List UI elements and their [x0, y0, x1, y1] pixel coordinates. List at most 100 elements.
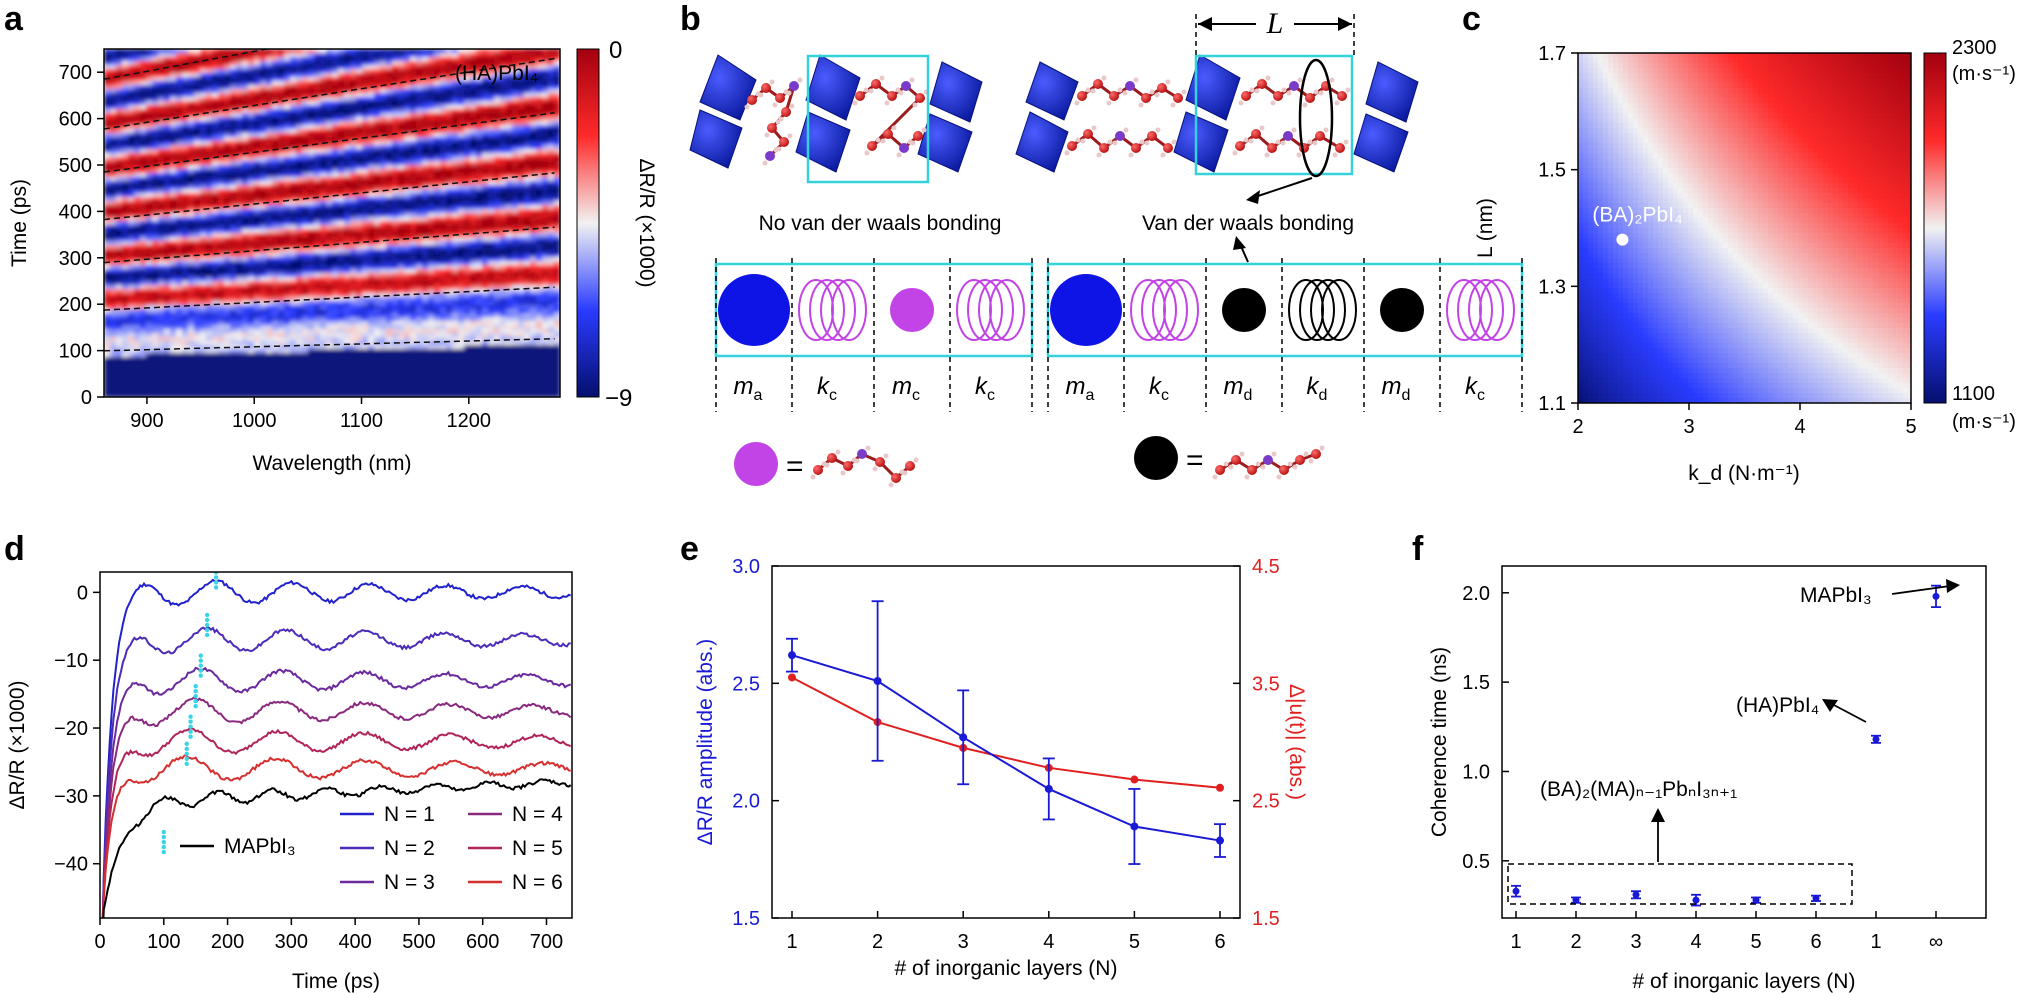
length-dimension: L	[1195, 7, 1355, 58]
panel-e-frame	[771, 565, 1241, 919]
legend-label: N = 2	[384, 837, 435, 860]
model-label-kc: kc	[817, 373, 837, 404]
series-displacement-point	[1216, 783, 1224, 792]
panel-c-frame	[1577, 52, 1912, 404]
panel-d-xtick-label: 400	[338, 931, 371, 953]
panel-d-ylabel: ΔR/R (×1000)	[6, 681, 29, 810]
panel-f-xtick-label: 2	[1570, 931, 1581, 953]
peak-marker	[184, 751, 189, 757]
panel-c-ytick-label: 1.1	[1538, 393, 1566, 415]
panel-e-xtick-label: 4	[1043, 931, 1054, 953]
panel-c-xtick-label: 2	[1572, 416, 1583, 438]
panel-a-xtick-label: 1000	[232, 410, 277, 432]
panel-c-xtick-label: 5	[1905, 416, 1916, 438]
spring-c	[1468, 279, 1504, 341]
caption-no-vdw: No van der waals bonding	[759, 212, 1002, 235]
crystal-structure-no-vdw	[689, 54, 983, 184]
panel-a-ylabel: Time (ps)	[8, 179, 31, 267]
mass-d	[1380, 288, 1424, 332]
panel-f-xtick-label: 6	[1810, 931, 1821, 953]
peak-marker	[188, 724, 193, 729]
panel-a-xtick-label: 1100	[340, 410, 383, 432]
series-amplitude-point	[1216, 836, 1224, 845]
peak-marker	[204, 617, 210, 623]
panel-f-label-ba: (BA)₂(MA)ₙ₋₁PbₙI₃ₙ₊₁	[1540, 778, 1737, 801]
series-amplitude-point	[1044, 784, 1053, 793]
panel-a-guide-line-6	[104, 57, 555, 130]
coherence-point	[1692, 896, 1700, 904]
panel-f-dashed-box	[1507, 863, 1853, 905]
trace-mapbi	[102, 778, 572, 918]
legend-equals-1: =	[786, 450, 804, 483]
spring-d	[1299, 279, 1335, 341]
panel-c-ytick-label: 1.3	[1538, 276, 1566, 298]
panel-a-xtick-label: 1200	[447, 410, 492, 432]
panel-e-xtick-label: 1	[786, 931, 797, 953]
legend-label: N = 4	[512, 803, 563, 826]
series-amplitude-point	[959, 733, 968, 742]
spring-mass-models: ma kc mc kc ma kc md kd md kc	[714, 258, 1524, 412]
coherence-point	[1512, 887, 1520, 895]
peak-marker	[188, 714, 193, 719]
panel-f-frame	[1501, 565, 1987, 919]
panel-label-f: f	[1412, 530, 1424, 568]
panel-d-ytick-label: −10	[54, 650, 88, 672]
panel-f-series	[1511, 584, 1941, 907]
panel-a-guide-line-2	[104, 286, 555, 311]
peak-marker	[213, 585, 219, 590]
peak-marker	[204, 612, 210, 618]
peak-marker	[204, 627, 210, 633]
panel-a-colorbar	[576, 48, 600, 398]
panel-a-guide-line-4	[104, 172, 555, 221]
spring-d	[1310, 279, 1346, 341]
panel-a-heat-cells	[104, 49, 560, 397]
panel-d-xtick-label: 600	[466, 931, 499, 953]
series-amplitude-point	[788, 651, 796, 660]
panel-e-ytick-right-label: 3.5	[1252, 673, 1280, 695]
panel-e-xtick-label: 3	[958, 931, 969, 953]
panel-d-legend: MAPbI₃ N = 1 N = 2 N = 3 N = 4 N = 5 N = 6	[180, 803, 563, 894]
vdw-ellipse	[1298, 58, 1334, 178]
panel-e-xtick-label: 6	[1214, 931, 1225, 953]
panel-e-ytick-left-label: 3.0	[732, 556, 760, 578]
panel-a-ytick-label: 100	[59, 341, 92, 363]
panel-e-ytick-left-label: 2.5	[732, 673, 760, 695]
spring-c	[820, 279, 856, 341]
coherence-point	[1932, 592, 1940, 600]
panel-f-ytick-label: 2.0	[1462, 583, 1490, 605]
coherence-point	[1632, 891, 1640, 899]
spring-c	[989, 279, 1025, 341]
panel-c: 2 3 4 5 1.1 1.3 1.5 1.7 (BA)₂PbI₄ k_d (N·m⁻¹) L…	[1474, 37, 2016, 485]
panel-e-ylabel-left: ΔR/R amplitude (abs.)	[694, 639, 717, 846]
panel-a: (HA)PbI₄ 900 1000 1100 1200 0 100 200 300 400 500…	[8, 37, 658, 475]
model-frame-right	[1046, 262, 1524, 358]
panel-a-colorbar-label: ΔR/R (×1000)	[635, 159, 658, 288]
trace-n1	[101, 578, 571, 918]
panel-a-xtick-label: 900	[130, 410, 163, 432]
trace-n3	[101, 666, 572, 918]
model-label-ma: ma	[1066, 373, 1095, 404]
panel-c-xtick-label: 4	[1794, 416, 1805, 438]
legend-label: N = 5	[512, 837, 563, 860]
panel-f-ytick-label: 1.0	[1462, 761, 1490, 783]
peak-marker	[213, 580, 219, 585]
series-amplitude-line	[791, 654, 1221, 842]
peak-marker	[193, 703, 198, 709]
panel-a-ytick-label: 0	[81, 387, 92, 409]
panel-label-c: c	[1462, 0, 1481, 38]
series-displacement-point	[788, 673, 796, 682]
model-label-kc: kc	[975, 373, 995, 404]
caption-vdw: Van der waals bonding	[1142, 212, 1354, 235]
panel-a-guide-line-3	[104, 226, 555, 264]
panel-d-ytick-label: −20	[54, 718, 88, 740]
panel-a-heatmap	[104, 49, 560, 397]
spring-c	[1141, 279, 1177, 341]
crystal-structure-vdw	[1015, 54, 1419, 204]
peak-marker	[193, 688, 198, 694]
panel-f: 1 2 3 4 5 6 1 ∞ 0.5 1.0 1.5 2.0 (BA)₂(MA)ₙ₋₁PbₙI₃ₙ₊…	[1428, 565, 1987, 993]
panel-a-colorbar-max: 0	[609, 37, 622, 64]
spring-d	[1321, 279, 1357, 341]
mass-a	[718, 274, 790, 346]
spring-c	[809, 279, 845, 341]
